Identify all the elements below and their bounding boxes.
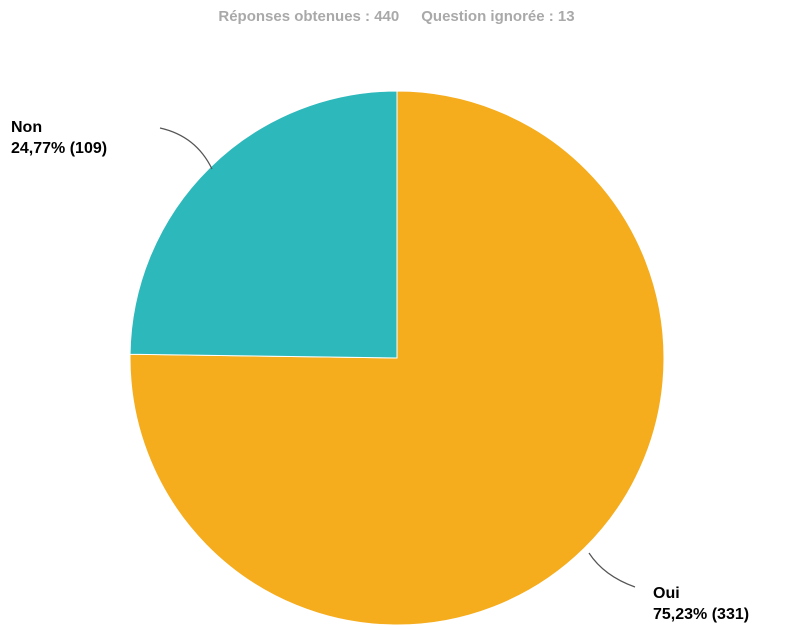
- slice-value-oui: 75,23% (331): [653, 606, 750, 623]
- pie-slice-non: [129, 90, 398, 359]
- slice-category-oui: Oui: [653, 585, 680, 602]
- skipped-count: Question ignorée : 13: [421, 8, 575, 25]
- slice-value-non: 24,77% (109): [11, 140, 108, 157]
- answered-count: Réponses obtenues : 440: [218, 8, 400, 25]
- response-summary: Réponses obtenues : 440 Question ignorée …: [0, 8, 793, 25]
- slice-category-non: Non: [11, 119, 43, 136]
- leader-line-non: [159, 127, 213, 170]
- leader-line-oui: [588, 552, 636, 588]
- slice-label-oui: Oui 75,23% (331): [653, 583, 749, 625]
- slice-label-non: Non 24,77% (109): [11, 117, 107, 159]
